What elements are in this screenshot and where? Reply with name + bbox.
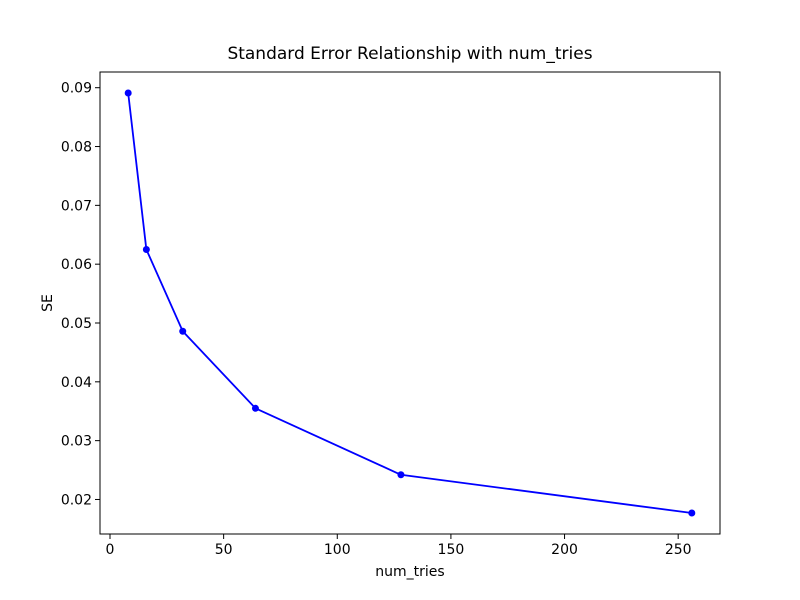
- plot-area: 0 50 100 150 200 250 0.02 0.03 0.04 0.05 0.06 0.07 0…: [61, 71, 721, 558]
- data-point: [124, 89, 132, 97]
- y-tick-label: 0.08: [61, 140, 92, 156]
- y-tick-label: 0.05: [61, 316, 92, 332]
- data-point: [142, 245, 150, 253]
- axes-frame: [99, 71, 721, 535]
- chart-title: Standard Error Relationship with num_tri…: [227, 44, 592, 64]
- x-axis-label: num_tries: [375, 564, 444, 580]
- data-point: [251, 404, 259, 412]
- x-tick-label: 100: [324, 542, 351, 558]
- y-axis-label: SE: [40, 294, 56, 312]
- y-tick-label: 0.09: [61, 81, 92, 97]
- data-point: [179, 327, 187, 335]
- y-tick-label: 0.04: [61, 375, 92, 391]
- x-tick-label: 0: [106, 542, 115, 558]
- data-point: [688, 509, 696, 517]
- series-line: [127, 92, 693, 514]
- x-tick-label: 150: [438, 542, 465, 558]
- y-tick-label: 0.06: [61, 257, 92, 273]
- y-tick-label: 0.07: [61, 198, 92, 214]
- data-point: [397, 471, 405, 479]
- x-tick-label: 50: [215, 542, 233, 558]
- y-tick-label: 0.03: [61, 434, 92, 450]
- y-tick-label: 0.02: [61, 492, 92, 508]
- x-tick-label: 250: [665, 542, 692, 558]
- x-tick-label: 200: [551, 542, 578, 558]
